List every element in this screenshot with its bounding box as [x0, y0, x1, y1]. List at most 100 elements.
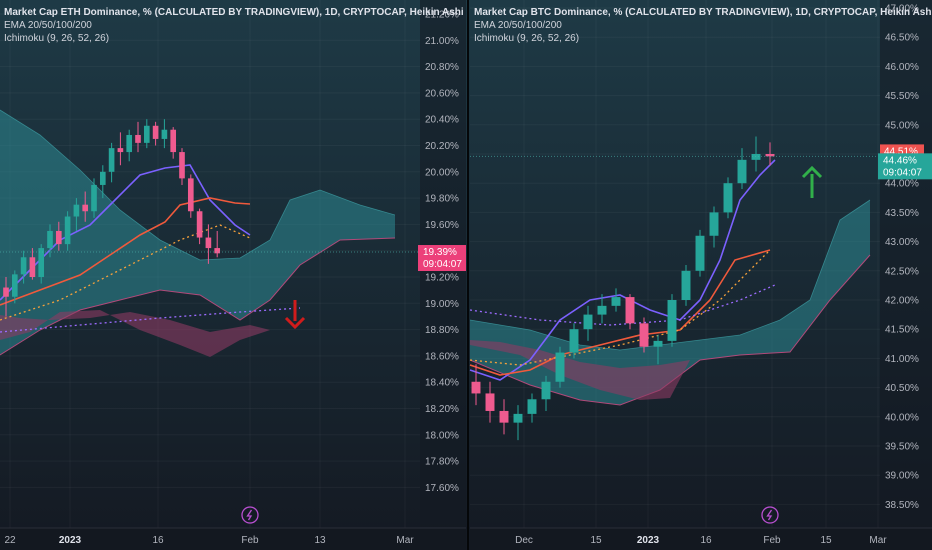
right-candle-body[interactable]	[653, 340, 663, 347]
right-ema100-line	[469, 249, 771, 366]
right-ichimoku-cloud-bear	[470, 340, 690, 400]
right-lightning-bolt	[766, 509, 773, 521]
right-chart-title[interactable]: Market Cap BTC Dominance, % (CALCULATED …	[474, 7, 932, 18]
left-y-tick-label: 18.00%	[425, 430, 459, 441]
left-ichimoku-cloud-bull	[0, 110, 395, 355]
left-candle-body[interactable]	[38, 248, 45, 277]
left-indicator-ichimoku[interactable]: Ichimoku (9, 26, 52, 26)	[4, 33, 110, 44]
right-ema50-line	[469, 249, 771, 376]
left-candle-body[interactable]	[152, 125, 159, 139]
left-candle-body[interactable]	[73, 204, 80, 217]
left-candle-body[interactable]	[108, 148, 115, 172]
right-last-price-time: 09:04:07	[883, 167, 922, 178]
left-indicator-ema[interactable]: EMA 20/50/100/200	[4, 20, 92, 31]
left-candle-body[interactable]	[161, 129, 168, 139]
right-candle-body[interactable]	[639, 323, 649, 347]
right-x-tick-label: 15	[590, 535, 602, 546]
right-chart: 47.00%46.50%46.00%45.50%45.00%44.50%44.0…	[469, 0, 932, 550]
left-lightning-icon[interactable]	[241, 506, 259, 524]
right-y-tick-label: 38.50%	[885, 500, 919, 511]
right-lightning-icon[interactable]	[761, 506, 779, 524]
right-x-tick-label: Feb	[763, 535, 781, 546]
left-candle-body[interactable]	[20, 257, 27, 275]
right-last-price-text: 44.46%	[883, 155, 917, 166]
left-candle-body[interactable]	[47, 230, 53, 249]
right-candle-body[interactable]	[709, 212, 719, 236]
left-candle-body[interactable]	[11, 274, 18, 297]
left-x-tick-label: Feb	[241, 535, 259, 546]
left-candle-body[interactable]	[117, 148, 124, 153]
right-arrow-up-icon[interactable]	[801, 165, 823, 179]
right-candle-body[interactable]	[485, 393, 495, 411]
right-candle-body[interactable]	[681, 270, 691, 300]
right-candle-body[interactable]	[751, 154, 761, 160]
right-y-tick-label: 43.50%	[885, 208, 919, 219]
left-candle-body[interactable]	[29, 257, 36, 277]
right-candle-body[interactable]	[625, 297, 635, 324]
right-x-tick-label: 16	[700, 535, 712, 546]
right-legend: Market Cap BTC Dominance, % (CALCULATED …	[474, 6, 932, 45]
left-candle-body[interactable]	[55, 230, 62, 245]
right-candle-body[interactable]	[695, 235, 705, 271]
right-candle-body[interactable]	[513, 413, 523, 423]
left-candle-body[interactable]	[91, 184, 97, 212]
right-price-axis[interactable]	[880, 0, 932, 550]
left-arrow-down-icon[interactable]	[284, 316, 306, 330]
right-candle-body[interactable]	[555, 352, 565, 382]
right-ichimoku-span-a	[469, 199, 871, 351]
right-candle-body[interactable]	[499, 410, 509, 423]
right-x-tick-label: Mar	[869, 535, 887, 546]
right-time-axis[interactable]	[470, 528, 932, 550]
left-last-price-badge	[418, 245, 466, 272]
right-candle-body[interactable]	[737, 159, 747, 184]
right-prev-price-text: 44.51%	[884, 146, 918, 157]
right-x-tick-label: 15	[820, 535, 832, 546]
right-candle-body[interactable]	[527, 399, 537, 414]
right-y-tick-label: 41.00%	[885, 354, 919, 365]
left-y-tick-label: 19.80%	[425, 194, 459, 205]
right-y-tick-label: 43.00%	[885, 237, 919, 248]
right-y-tick-label: 39.50%	[885, 442, 919, 453]
right-candle-body[interactable]	[541, 381, 551, 400]
right-x-tick-label: Dec	[515, 535, 533, 546]
left-candle-body[interactable]	[64, 216, 71, 245]
left-y-tick-label: 20.00%	[425, 167, 459, 178]
left-x-tick-label: 2023	[59, 535, 82, 546]
right-candle-body[interactable]	[723, 183, 733, 213]
left-y-tick-label: 17.80%	[425, 457, 459, 468]
right-indicator-ema[interactable]: EMA 20/50/100/200	[474, 20, 562, 31]
left-candle-body[interactable]	[143, 125, 150, 143]
left-candle-body[interactable]	[135, 134, 141, 143]
left-candle-body[interactable]	[3, 287, 9, 297]
left-candle-body[interactable]	[99, 171, 106, 185]
right-candle-body[interactable]	[471, 381, 481, 394]
left-candle-body[interactable]	[187, 178, 194, 212]
left-ichimoku-span-a	[0, 109, 396, 261]
left-ema50-line	[0, 197, 251, 306]
left-candle-body[interactable]	[196, 211, 203, 238]
left-candle-body[interactable]	[179, 152, 185, 179]
right-candle-body[interactable]	[611, 297, 621, 306]
left-last-price-text: 19.39%	[423, 247, 457, 258]
right-x-tick-label: 2023	[637, 535, 660, 546]
left-chart-title[interactable]: Market Cap ETH Dominance, % (CALCULATED …	[4, 7, 464, 18]
right-indicator-ichimoku[interactable]: Ichimoku (9, 26, 52, 26)	[474, 33, 580, 44]
left-candle-body[interactable]	[170, 129, 177, 153]
left-y-tick-label: 21.00%	[425, 36, 459, 47]
left-candle-body[interactable]	[82, 204, 89, 212]
right-candle-body[interactable]	[765, 154, 775, 157]
right-candle-body[interactable]	[597, 305, 607, 315]
left-candle-body[interactable]	[126, 134, 133, 153]
left-candle-body[interactable]	[214, 248, 221, 254]
left-legend: Market Cap ETH Dominance, % (CALCULATED …	[4, 6, 464, 45]
left-time-axis[interactable]	[0, 528, 466, 550]
left-y-tick-label: 18.20%	[425, 404, 459, 415]
left-ema200-line	[0, 307, 301, 333]
right-candle-body[interactable]	[667, 300, 677, 341]
right-candle-body[interactable]	[583, 314, 593, 330]
left-price-axis[interactable]	[420, 0, 466, 550]
right-candle-body[interactable]	[569, 329, 579, 353]
left-candle-body[interactable]	[205, 237, 212, 249]
